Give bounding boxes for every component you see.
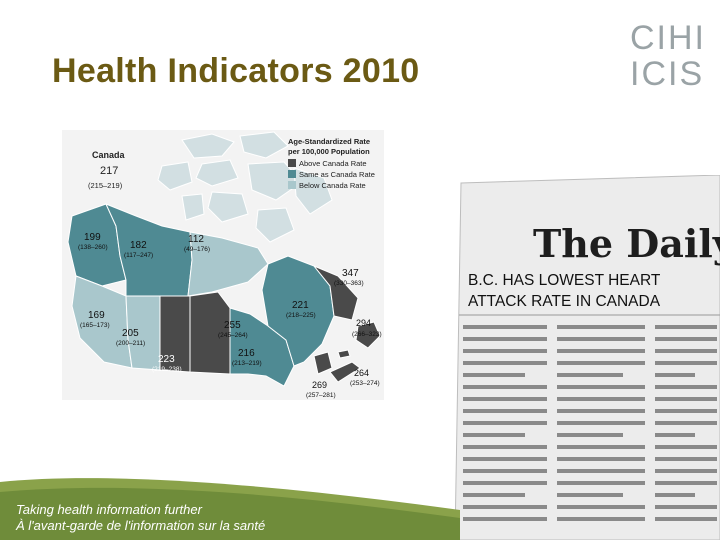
canada-map: Canada 217 (215–219) Age-Standardized Ra… (62, 130, 384, 400)
label-alberta-value: 205 (122, 328, 139, 339)
footer-swoosh (0, 478, 460, 540)
tagline-english: Taking health information further (16, 502, 202, 517)
newspaper-graphic: The Daily S (455, 175, 720, 540)
label-saskatchewan-value: 223 (158, 354, 175, 365)
region-ontario (229, 307, 295, 387)
canada-label: Canada (92, 150, 126, 160)
label-pei-range: (266–323) (352, 331, 382, 338)
label-nl-value: 347 (342, 268, 359, 279)
legend-title-line1: Age-Standardized Rate (288, 137, 370, 146)
label-bc-range: (165–173) (80, 322, 110, 329)
slide-title: Health Indicators 2010 (52, 52, 420, 90)
region-alberta (125, 295, 161, 371)
legend-label-above: Above Canada Rate (299, 159, 367, 168)
canada-range: (215–219) (88, 181, 123, 190)
legend-swatch-above (288, 159, 296, 167)
label-nb-range: (257–281) (306, 392, 336, 399)
label-pei-value: 294 (356, 318, 371, 328)
region-pei (337, 349, 351, 359)
label-ontario-value: 216 (238, 348, 255, 359)
label-nwt-range: (117–247) (124, 252, 153, 259)
headline-line-2: ATTACK RATE IN CANADA (468, 293, 661, 310)
logo-line-fr: ICIS (630, 55, 705, 93)
label-saskatchewan-range: (219–238) (152, 366, 182, 373)
label-bc-value: 169 (88, 310, 105, 321)
label-nb-value: 269 (312, 380, 327, 390)
label-quebec-value: 221 (292, 300, 309, 311)
tagline-french: À l'avant-garde de l'information sur la … (16, 518, 266, 533)
label-yukon-value: 199 (84, 232, 101, 243)
newspaper-headline: B.C. HAS LOWEST HEART ATTACK RATE IN CAN… (468, 270, 718, 312)
label-ns-range: (253–274) (350, 380, 380, 387)
footer-dark-swoosh (0, 487, 460, 540)
region-quebec (261, 255, 335, 367)
legend-swatch-same (288, 170, 296, 178)
map-legend: Age-Standardized Rate per 100,000 Popula… (288, 137, 375, 190)
label-quebec-range: (218–225) (286, 312, 316, 319)
newspaper-masthead: The Daily S (533, 221, 720, 266)
label-nl-range: (330–363) (334, 280, 364, 287)
article-text-lines (463, 325, 717, 521)
cihi-logo: CIHI ICIS (630, 19, 706, 93)
label-yukon-range: (138–260) (78, 244, 108, 251)
arctic-islands (157, 131, 333, 243)
headline-line-1: B.C. HAS LOWEST HEART (468, 272, 661, 289)
canada-value: 217 (100, 165, 118, 177)
legend-label-same: Same as Canada Rate (299, 170, 375, 179)
label-manitoba-value: 255 (224, 320, 241, 331)
region-newfoundland (355, 321, 381, 349)
newspaper-clipping: The Daily S (455, 175, 720, 540)
region-nova-scotia (329, 361, 361, 383)
label-alberta-range: (200–211) (116, 340, 145, 347)
label-manitoba-range: (245–264) (218, 332, 248, 339)
canada-map-figure: Canada 217 (215–219) Age-Standardized Ra… (62, 130, 384, 400)
region-new-brunswick (313, 351, 333, 375)
footer-band (0, 470, 720, 540)
label-nunavut-value: 112 (188, 234, 204, 245)
label-ontario-range: (213–219) (232, 360, 262, 367)
legend-swatch-below (288, 181, 296, 189)
label-nwt-value: 182 (130, 240, 147, 251)
legend-title-line2: per 100,000 Population (288, 147, 370, 156)
label-nunavut-range: (49–176) (184, 246, 210, 253)
legend-label-below: Below Canada Rate (299, 181, 366, 190)
region-nunavut (187, 231, 269, 297)
region-labrador (313, 265, 359, 321)
logo-line-en: CIHI (630, 19, 706, 57)
label-ns-value: 264 (354, 368, 369, 378)
